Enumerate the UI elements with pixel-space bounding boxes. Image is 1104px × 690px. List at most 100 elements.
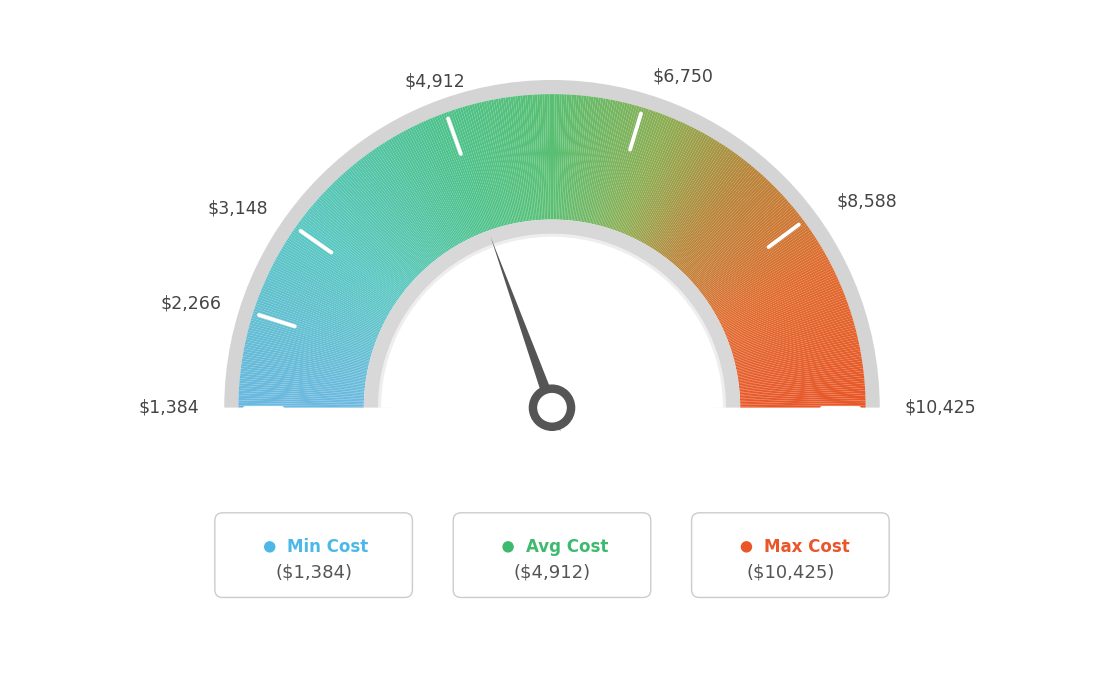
Wedge shape <box>649 139 715 247</box>
Wedge shape <box>332 182 421 274</box>
Wedge shape <box>266 277 381 331</box>
Wedge shape <box>299 219 402 296</box>
Wedge shape <box>592 101 620 224</box>
Wedge shape <box>512 97 530 221</box>
Wedge shape <box>715 253 826 316</box>
Wedge shape <box>427 119 479 235</box>
Wedge shape <box>732 318 853 355</box>
Wedge shape <box>493 99 518 223</box>
Wedge shape <box>498 99 521 222</box>
Text: $10,425: $10,425 <box>905 399 976 417</box>
Wedge shape <box>405 130 465 242</box>
Wedge shape <box>264 281 380 333</box>
Wedge shape <box>740 388 866 397</box>
Wedge shape <box>386 140 454 248</box>
Wedge shape <box>370 151 444 255</box>
Wedge shape <box>701 215 802 293</box>
Wedge shape <box>378 234 726 408</box>
Wedge shape <box>737 359 862 380</box>
Wedge shape <box>739 364 863 383</box>
Wedge shape <box>617 113 662 232</box>
Wedge shape <box>261 290 378 339</box>
Wedge shape <box>733 325 856 359</box>
Wedge shape <box>484 101 512 224</box>
Wedge shape <box>624 118 675 235</box>
Wedge shape <box>639 130 699 242</box>
Wedge shape <box>259 293 378 340</box>
Wedge shape <box>627 120 679 235</box>
Wedge shape <box>247 332 370 364</box>
Wedge shape <box>730 306 849 348</box>
Wedge shape <box>446 112 490 230</box>
Wedge shape <box>530 95 540 220</box>
Wedge shape <box>694 202 790 286</box>
Wedge shape <box>597 104 630 226</box>
Wedge shape <box>594 102 625 225</box>
Wedge shape <box>696 204 792 286</box>
Wedge shape <box>373 148 446 253</box>
Wedge shape <box>276 257 388 318</box>
Wedge shape <box>265 279 381 332</box>
Wedge shape <box>656 146 726 251</box>
Wedge shape <box>723 277 838 331</box>
Wedge shape <box>268 272 382 328</box>
Wedge shape <box>654 144 724 250</box>
Wedge shape <box>262 288 379 337</box>
Wedge shape <box>740 395 866 402</box>
Wedge shape <box>238 388 364 397</box>
Text: $6,750: $6,750 <box>652 67 713 85</box>
Wedge shape <box>623 117 672 234</box>
Wedge shape <box>348 168 431 265</box>
Wedge shape <box>467 105 502 226</box>
Wedge shape <box>679 176 765 270</box>
Wedge shape <box>709 233 814 304</box>
Wedge shape <box>520 95 534 221</box>
Wedge shape <box>362 157 439 258</box>
Wedge shape <box>341 174 426 268</box>
Wedge shape <box>739 361 862 381</box>
Wedge shape <box>347 169 429 266</box>
Wedge shape <box>725 288 842 337</box>
Wedge shape <box>241 368 365 386</box>
Wedge shape <box>296 226 399 299</box>
Wedge shape <box>444 112 488 231</box>
Wedge shape <box>616 112 660 231</box>
Wedge shape <box>693 200 789 284</box>
Wedge shape <box>591 101 618 224</box>
Wedge shape <box>241 364 365 383</box>
Wedge shape <box>550 94 552 219</box>
Wedge shape <box>453 110 493 229</box>
Wedge shape <box>438 115 486 233</box>
Wedge shape <box>675 169 757 266</box>
Wedge shape <box>315 200 411 284</box>
Wedge shape <box>277 255 388 317</box>
Wedge shape <box>700 214 799 293</box>
Wedge shape <box>305 214 404 293</box>
Wedge shape <box>735 339 859 368</box>
FancyBboxPatch shape <box>454 513 650 598</box>
Wedge shape <box>593 101 623 224</box>
Wedge shape <box>297 224 400 298</box>
Wedge shape <box>725 286 841 336</box>
Wedge shape <box>657 147 729 252</box>
Wedge shape <box>658 148 731 253</box>
Wedge shape <box>698 210 797 290</box>
Wedge shape <box>318 197 413 282</box>
Wedge shape <box>580 97 601 222</box>
Wedge shape <box>598 104 633 226</box>
Wedge shape <box>528 95 539 220</box>
Text: $1,384: $1,384 <box>138 399 199 417</box>
Wedge shape <box>293 229 397 302</box>
Wedge shape <box>248 327 370 361</box>
Wedge shape <box>270 268 384 325</box>
Wedge shape <box>247 330 370 362</box>
Wedge shape <box>731 310 851 351</box>
Wedge shape <box>569 95 582 220</box>
Wedge shape <box>333 181 422 273</box>
Wedge shape <box>739 368 863 386</box>
Wedge shape <box>344 171 428 266</box>
Wedge shape <box>614 112 658 230</box>
Wedge shape <box>500 98 522 222</box>
Wedge shape <box>477 103 508 225</box>
Wedge shape <box>740 383 864 395</box>
